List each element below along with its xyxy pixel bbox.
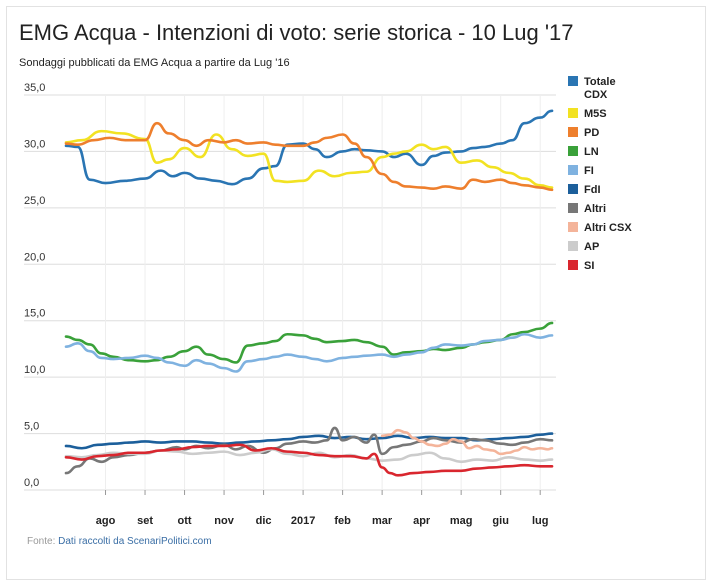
- legend-swatch: [568, 108, 578, 118]
- x-axis-ticks: ago set ott nov dic 2017 feb mar apr mag giu lug: [96, 490, 549, 527]
- x-tick-label: giu: [492, 515, 509, 527]
- series-line: [64, 443, 554, 477]
- series-line: [64, 109, 554, 186]
- legend: Totale CDX M5S PD LN FI FdI Altri Altri CSX AP SI: [568, 76, 632, 272]
- x-tick-label: mar: [372, 515, 393, 527]
- series-line: [64, 332, 554, 373]
- x-tick-label: dic: [256, 515, 272, 527]
- x-tick-label: set: [137, 515, 153, 527]
- chart-title: EMG Acqua - Intenzioni di voto: serie st…: [19, 20, 574, 45]
- source-note: Fonte: Dati raccolti da ScenariPolitici.…: [27, 536, 212, 547]
- x-tick-label: ago: [96, 515, 116, 527]
- legend-swatch: [568, 241, 578, 251]
- series-line: [64, 121, 554, 192]
- legend-label: PD: [584, 127, 599, 139]
- x-tick-label: feb: [334, 515, 351, 527]
- legend-label: SI: [584, 260, 594, 272]
- legend-swatch: [568, 76, 578, 86]
- series-lines: [64, 109, 554, 477]
- legend-label: M5S: [584, 108, 607, 120]
- legend-label: AP: [584, 241, 599, 253]
- legend-label: LN: [584, 146, 599, 158]
- x-tick-label: 2017: [291, 515, 315, 527]
- y-tick-label: 30,0: [24, 138, 45, 150]
- legend-label: Altri: [584, 203, 606, 215]
- y-tick-label: 0,0: [24, 477, 39, 489]
- legend-label: FdI: [584, 184, 601, 196]
- y-axis-ticks: 0,0 5,0 10,0 15,0 20,0 25,0 30,0 35,0: [24, 82, 45, 489]
- y-tick-label: 25,0: [24, 195, 45, 207]
- source-link[interactable]: Dati raccolti da ScenariPolitici.com: [58, 536, 212, 547]
- y-tick-label: 5,0: [24, 421, 39, 433]
- grid-lines: [24, 94, 556, 491]
- x-tick-label: lug: [532, 515, 549, 527]
- legend-swatch: [568, 165, 578, 175]
- legend-swatch: [568, 184, 578, 194]
- x-tick-label: nov: [214, 515, 234, 527]
- series-line: [64, 448, 554, 464]
- legend-swatch: [568, 222, 578, 232]
- y-tick-label: 20,0: [24, 251, 45, 263]
- series-line: [64, 426, 554, 475]
- legend-label: Totale CDX: [584, 76, 616, 101]
- series-line: [64, 129, 554, 189]
- y-tick-label: 35,0: [24, 82, 45, 94]
- legend-swatch: [568, 203, 578, 213]
- legend-label: Altri CSX: [584, 222, 632, 234]
- legend-label: FI: [584, 165, 594, 177]
- source-prefix: Fonte:: [27, 536, 59, 547]
- chart-card: [6, 6, 706, 580]
- legend-swatch: [568, 146, 578, 156]
- legend-swatch: [568, 260, 578, 270]
- x-tick-label: mag: [450, 515, 473, 527]
- x-tick-label: ott: [178, 515, 192, 527]
- x-tick-label: apr: [413, 515, 431, 527]
- y-tick-label: 10,0: [24, 364, 45, 376]
- series-line: [380, 428, 554, 456]
- legend-swatch: [568, 127, 578, 137]
- y-tick-label: 15,0: [24, 308, 45, 320]
- chart-subtitle: Sondaggi pubblicati da EMG Acqua a parti…: [19, 57, 290, 69]
